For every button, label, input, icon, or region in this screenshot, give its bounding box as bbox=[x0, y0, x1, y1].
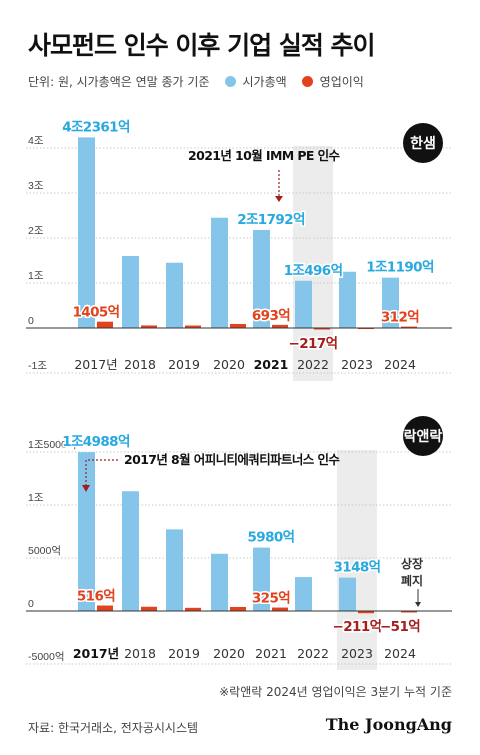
locknlock-company-badge bbox=[403, 416, 443, 456]
locknlock-bar-market-cap bbox=[166, 529, 183, 611]
hanssem-bar-market-cap bbox=[339, 271, 356, 328]
locknlock-bar-profit bbox=[97, 605, 113, 611]
hanssem-category-label: 2021 bbox=[254, 357, 289, 372]
hanssem-bar-market-cap bbox=[382, 277, 399, 328]
hanssem-category-label: 2024 bbox=[384, 357, 416, 372]
locknlock-bar-profit bbox=[358, 611, 374, 614]
legend-label-market-cap: 시가총액 bbox=[242, 75, 287, 89]
hanssem-shaded-band bbox=[293, 146, 333, 381]
publisher-logo: The JoongAng bbox=[325, 715, 452, 734]
hanssem-ytick-label: 0 bbox=[28, 315, 34, 327]
locknlock-data-label: −51억 bbox=[380, 619, 420, 635]
locknlock-data-label: 5980억 bbox=[248, 530, 295, 546]
hanssem-company-name: 한샘 bbox=[410, 136, 436, 152]
locknlock-data-label: −211억 bbox=[333, 619, 382, 635]
locknlock-bar-profit bbox=[141, 606, 157, 611]
locknlock-category-label: 2017년 bbox=[73, 646, 119, 661]
hanssem-bar-market-cap bbox=[253, 229, 270, 328]
locknlock-data-label: 3148억 bbox=[334, 560, 381, 576]
hanssem-bar-market-cap bbox=[166, 262, 183, 328]
hanssem-ytick-label: 2조 bbox=[28, 225, 44, 237]
hanssem-data-label: 312억 bbox=[381, 310, 419, 326]
locknlock-bar-market-cap bbox=[122, 491, 139, 611]
locknlock-bar-market-cap bbox=[78, 452, 95, 611]
hanssem-data-label: 2조1792억 bbox=[237, 212, 305, 228]
hanssem-category-label: 2020 bbox=[213, 357, 245, 372]
locknlock-ytick-label: 0 bbox=[28, 598, 34, 610]
locknlock-shaded-band bbox=[337, 450, 377, 670]
hanssem-bar-market-cap bbox=[122, 256, 139, 328]
locknlock-bar-profit bbox=[272, 607, 288, 611]
unit-note: 단위: 원, 시가총액은 연말 종가 기준 bbox=[28, 75, 210, 89]
hanssem-bar-profit bbox=[401, 326, 417, 329]
locknlock-bar-profit bbox=[230, 606, 246, 611]
locknlock-data-label: 325억 bbox=[252, 591, 290, 607]
locknlock-side-note: 폐지 bbox=[401, 573, 423, 588]
hanssem-ytick-label: 3조 bbox=[28, 180, 44, 192]
locknlock-ytick-label: 1조5000억 bbox=[28, 439, 77, 451]
legend-swatch-market-cap bbox=[224, 76, 236, 87]
legend-swatch-profit bbox=[301, 76, 313, 87]
locknlock-annotation: 2017년 8월 어피니티에쿼티파트너스 인수 bbox=[124, 452, 340, 467]
locknlock-ytick-label: 1조 bbox=[28, 492, 44, 504]
legend-label-profit: 영업이익 bbox=[319, 75, 364, 89]
locknlock-category-label: 2023 bbox=[341, 646, 373, 661]
hanssem-bar-market-cap bbox=[295, 280, 312, 328]
locknlock-category-label: 2019 bbox=[168, 646, 200, 661]
locknlock-category-label: 2021 bbox=[255, 646, 287, 661]
locknlock-category-label: 2020 bbox=[213, 646, 245, 661]
hanssem-data-label: −217억 bbox=[289, 336, 338, 352]
hanssem-annotation-arrowhead bbox=[275, 196, 283, 202]
locknlock-bar-market-cap bbox=[211, 553, 228, 611]
page-title: 사모펀드 인수 이후 기업 실적 추이 bbox=[28, 31, 376, 60]
hanssem-data-label: 693억 bbox=[252, 308, 290, 324]
locknlock-data-label: 1조4988억 bbox=[62, 434, 130, 450]
legend: 단위: 원, 시가총액은 연말 종가 기준 시가총액 영업이익 bbox=[28, 73, 364, 90]
hanssem-annotation: 2021년 10월 IMM PE 인수 bbox=[188, 148, 341, 163]
hanssem-category-label: 2023 bbox=[341, 357, 373, 372]
hanssem-bar-market-cap bbox=[211, 217, 228, 328]
locknlock-annotation-arrow bbox=[85, 459, 118, 486]
hanssem-bar-profit bbox=[230, 323, 246, 328]
hanssem-ytick-label: -1조 bbox=[28, 360, 47, 372]
hanssem-data-label: 1조1190억 bbox=[366, 260, 434, 276]
hanssem-bar-market-cap bbox=[78, 137, 95, 328]
hanssem-company-badge bbox=[403, 123, 443, 163]
locknlock-annotation-arrowhead bbox=[82, 485, 90, 492]
locknlock-category-label: 2024 bbox=[384, 646, 416, 661]
footnote: ※락앤락 2024년 영업이익은 3분기 누적 기준 bbox=[219, 685, 452, 699]
hanssem-bar-profit bbox=[272, 324, 288, 328]
locknlock-bar-profit bbox=[185, 607, 201, 611]
locknlock-data-label: 516억 bbox=[77, 589, 115, 605]
hanssem-data-label: 1조496억 bbox=[284, 263, 343, 279]
locknlock-bar-market-cap bbox=[339, 577, 356, 611]
hanssem-data-label: 4조2361억 bbox=[62, 119, 130, 135]
hanssem-category-label: 2022 bbox=[297, 357, 329, 372]
locknlock-ytick-label: 5000억 bbox=[28, 545, 61, 557]
hanssem-bar-profit bbox=[314, 328, 330, 330]
hanssem-ytick-label: 1조 bbox=[28, 270, 44, 282]
hanssem-bar-profit bbox=[185, 325, 201, 328]
hanssem-ytick-label: 4조 bbox=[28, 135, 44, 147]
locknlock-side-note: 상장 bbox=[401, 556, 423, 571]
locknlock-ytick-label: -5000억 bbox=[28, 651, 65, 663]
locknlock-bar-profit bbox=[401, 611, 417, 613]
locknlock-category-label: 2018 bbox=[124, 646, 156, 661]
hanssem-category-label: 2018 bbox=[124, 357, 156, 372]
locknlock-side-note-arrowhead bbox=[415, 602, 421, 607]
source-note: 자료: 한국거래소, 전자공시시스템 bbox=[28, 721, 199, 735]
locknlock-bar-market-cap bbox=[253, 547, 270, 611]
hanssem-bar-profit bbox=[141, 325, 157, 328]
locknlock-category-label: 2022 bbox=[297, 646, 329, 661]
locknlock-company-name: 락앤락 bbox=[404, 428, 443, 445]
hanssem-data-label: 1405억 bbox=[73, 305, 120, 321]
locknlock-bar-market-cap bbox=[295, 577, 312, 611]
hanssem-category-label: 2017년 bbox=[74, 357, 117, 372]
hanssem-category-label: 2019 bbox=[168, 357, 200, 372]
hanssem-bar-profit bbox=[97, 321, 113, 328]
